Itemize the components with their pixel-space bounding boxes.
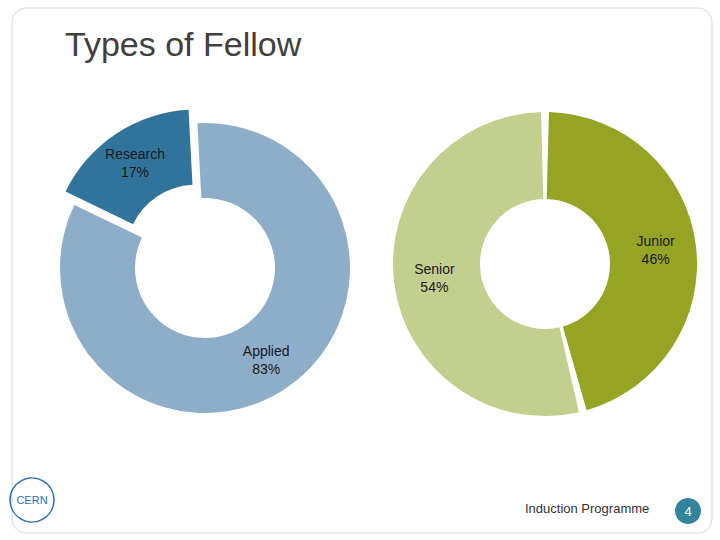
- svg-text:Junior: Junior: [637, 233, 675, 249]
- svg-text:Research: Research: [105, 146, 165, 162]
- svg-text:Induction Programme: Induction Programme: [525, 501, 649, 516]
- svg-text:Senior: Senior: [414, 261, 455, 277]
- svg-text:4: 4: [684, 504, 691, 519]
- svg-text:CERN: CERN: [16, 494, 47, 506]
- svg-text:83%: 83%: [252, 361, 280, 377]
- svg-text:46%: 46%: [642, 251, 670, 267]
- svg-text:54%: 54%: [420, 279, 448, 295]
- svg-text:Applied: Applied: [243, 343, 290, 359]
- svg-text:Types of Fellow: Types of Fellow: [65, 25, 302, 63]
- svg-text:17%: 17%: [121, 164, 149, 180]
